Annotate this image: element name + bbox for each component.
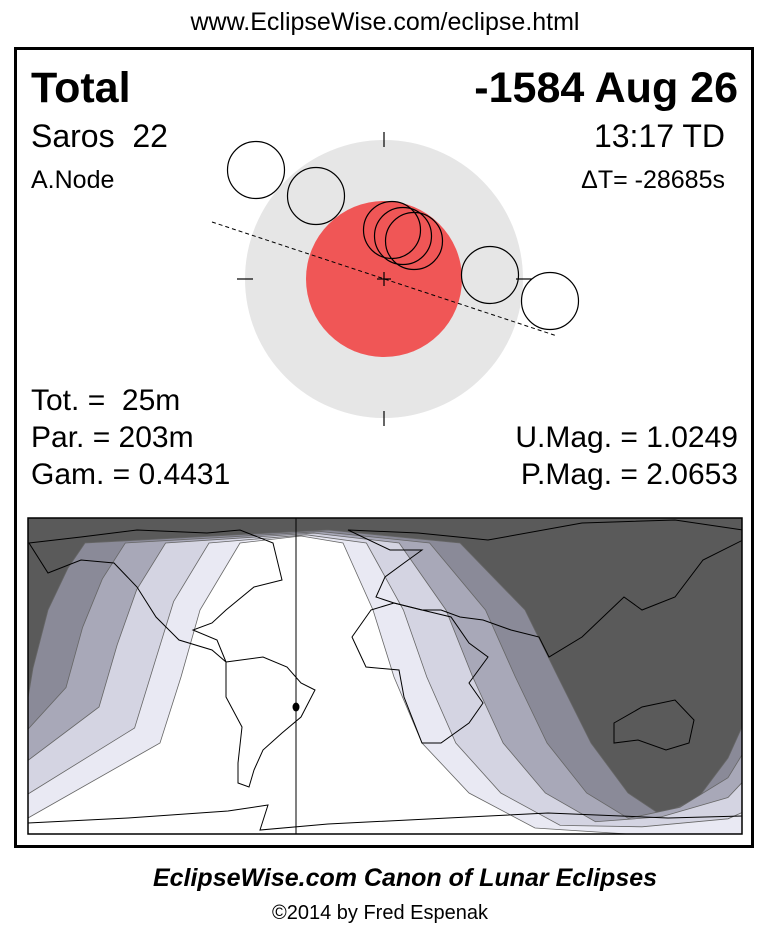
moon-path-line [211, 221, 558, 337]
moon-position-u4 [460, 245, 520, 305]
eclipse-date: -1584 Aug 26 [474, 64, 738, 112]
eclipse-time: 13:17 TD [593, 118, 725, 154]
copyright: ©2014 by Fred Espenak [272, 902, 488, 924]
totality-duration: Tot. = 25m [31, 384, 181, 417]
node-label: A.Node [31, 166, 115, 194]
partial-duration: Par. = 203m [31, 421, 194, 454]
moon-position-u1 [286, 166, 346, 226]
coastline-africa [351, 602, 489, 744]
coastline-australia [613, 699, 695, 751]
coastline-north-america [28, 529, 283, 663]
band-day [28, 535, 742, 834]
source-url: www.EclipseWise.com/eclipse.html [190, 8, 580, 36]
moon-position-greatest [373, 206, 433, 266]
moon-position-p1 [226, 140, 286, 200]
delta-t: ΔT= -28685s [581, 166, 725, 194]
saros-number: Saros 22 [31, 118, 168, 154]
gamma-value: Gam. = 0.4431 [31, 458, 231, 491]
map-border [27, 517, 743, 835]
visibility-map [27, 517, 743, 835]
eclipse-panel [14, 47, 754, 848]
umbral-magnitude: U.Mag. = 1.0249 [515, 421, 738, 454]
moon-position-u3 [384, 211, 444, 271]
coastline-eurasia [347, 519, 742, 658]
coastline-south-america [225, 656, 316, 788]
greatest-eclipse-point [292, 702, 300, 712]
penumbral-magnitude: P.Mag. = 2.0653 [520, 458, 738, 491]
moon-position-p4 [520, 271, 580, 331]
canon-title: EclipseWise.com Canon of Lunar Eclipses [152, 864, 658, 892]
coastline-antarctica [28, 804, 742, 831]
eclipse-type: Total [31, 64, 131, 112]
